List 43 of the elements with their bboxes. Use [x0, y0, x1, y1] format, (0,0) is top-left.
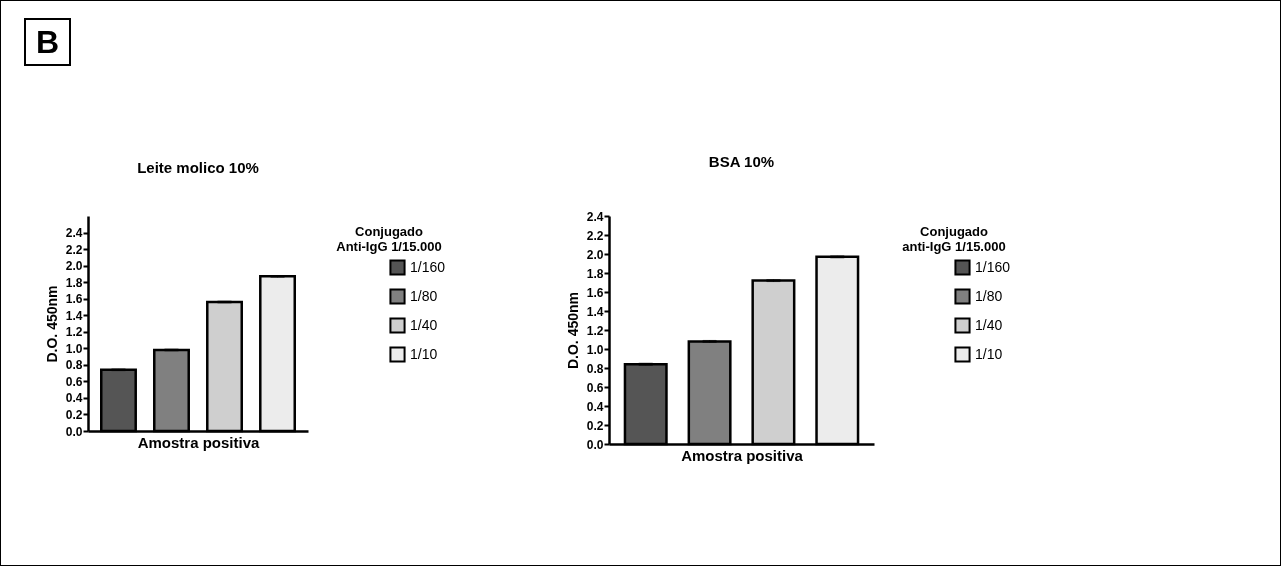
- legend-label: 1/40: [410, 316, 438, 333]
- y-tick-label: 0.8: [586, 361, 604, 376]
- y-tick-label: 2.0: [586, 247, 604, 262]
- y-tick-label: 1.4: [65, 308, 83, 323]
- y-tick-label: 0.8: [65, 358, 83, 373]
- y-tick-label: 0.2: [586, 418, 604, 433]
- legend-title: Conjugado Anti-IgG 1/15.000: [336, 224, 442, 254]
- y-tick-label: 2.4: [65, 226, 83, 241]
- y-tick-label: 2.2: [65, 242, 83, 257]
- text: B: [24, 18, 72, 66]
- y-tick-label: 1.6: [586, 285, 604, 300]
- y-tick-label: 1.8: [586, 266, 604, 281]
- y-tick-label: 0.6: [586, 380, 604, 395]
- legend-label: 1/80: [975, 287, 1003, 304]
- x-axis-title: Amostra positiva: [681, 446, 804, 464]
- legend-label: 1/10: [975, 345, 1003, 362]
- y-tick-label: 0.4: [586, 399, 604, 414]
- y-tick-label: 0.0: [65, 424, 83, 439]
- legend-label: 1/40: [975, 316, 1003, 333]
- y-tick-label: 1.2: [65, 325, 83, 340]
- y-axis-title: D.O. 450nm: [564, 291, 581, 370]
- chart-title: BSA 10%: [708, 153, 775, 170]
- y-tick-label: 1.8: [65, 275, 83, 290]
- legend-label: 1/160: [410, 258, 446, 275]
- legend-label: 1/80: [410, 287, 438, 304]
- y-tick-label: 0.0: [586, 437, 604, 452]
- y-tick-label: 2.0: [65, 259, 83, 274]
- y-tick-label: 2.2: [586, 228, 604, 243]
- y-tick-label: 1.4: [586, 304, 604, 319]
- y-tick-label: 0.2: [65, 407, 83, 422]
- y-tick-label: 1.6: [65, 292, 83, 307]
- y-tick-label: 1.0: [586, 342, 604, 357]
- y-tick-label: 1.2: [586, 323, 604, 338]
- legend-label: 1/10: [410, 345, 438, 362]
- x-axis-title: Amostra positiva: [137, 433, 261, 451]
- chart-title: Leite molico 10%: [137, 159, 259, 176]
- y-tick-label: 2.4: [586, 209, 604, 224]
- y-axis-title: D.O. 450nm: [43, 285, 60, 363]
- legend-title: Conjugado anti-IgG 1/15.000: [902, 224, 1006, 254]
- y-tick-label: 0.4: [65, 391, 83, 406]
- legend-label: 1/160: [975, 258, 1011, 275]
- y-tick-label: 1.0: [65, 341, 83, 356]
- y-tick-label: 0.6: [65, 374, 83, 389]
